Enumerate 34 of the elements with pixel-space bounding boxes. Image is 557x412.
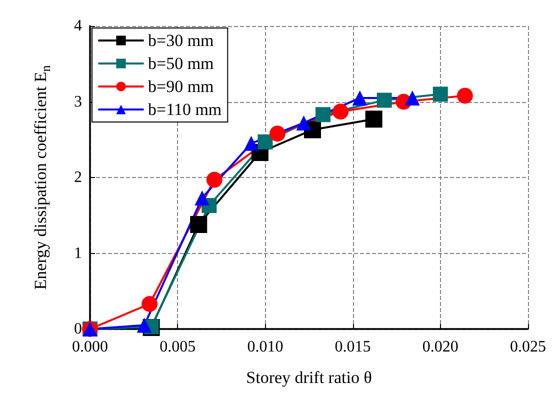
y-tick-label: 3 [74,93,82,110]
point [456,88,473,104]
y-tick-label: 0 [74,320,82,338]
point [432,86,448,102]
point [206,172,222,188]
legend-label: b=30 mm [148,31,214,50]
y-tick-label: 4 [74,18,82,34]
point [244,136,259,151]
point [296,115,312,130]
x-tick-label: 0.010 [247,338,284,356]
legend-label: b=110 mm [148,100,222,119]
point [190,216,208,233]
legend-label: b=50 mm [148,54,214,73]
point [332,104,349,120]
point [376,92,392,108]
point [194,190,210,206]
x-tick-label: 0.000 [72,338,108,356]
legend-label: b=90 mm [148,77,214,96]
y-axis-title: Energy dissipation coefficient En [31,64,53,290]
x-tick-label: 0.020 [422,338,458,356]
point [142,296,158,312]
x-tick-label: 0.015 [334,338,371,356]
point [136,318,152,333]
point [316,107,331,122]
x-tick-label: 0.005 [160,338,196,356]
x-tick-label: 0.025 [510,338,546,356]
y-tick-label: 1 [74,244,82,262]
x-axis-title: Storey drift ratio θ [246,368,372,387]
point [365,110,382,128]
point [258,134,273,150]
point [404,90,420,106]
point [269,126,286,142]
y-tick-label: 2 [74,169,82,186]
point [352,90,368,106]
